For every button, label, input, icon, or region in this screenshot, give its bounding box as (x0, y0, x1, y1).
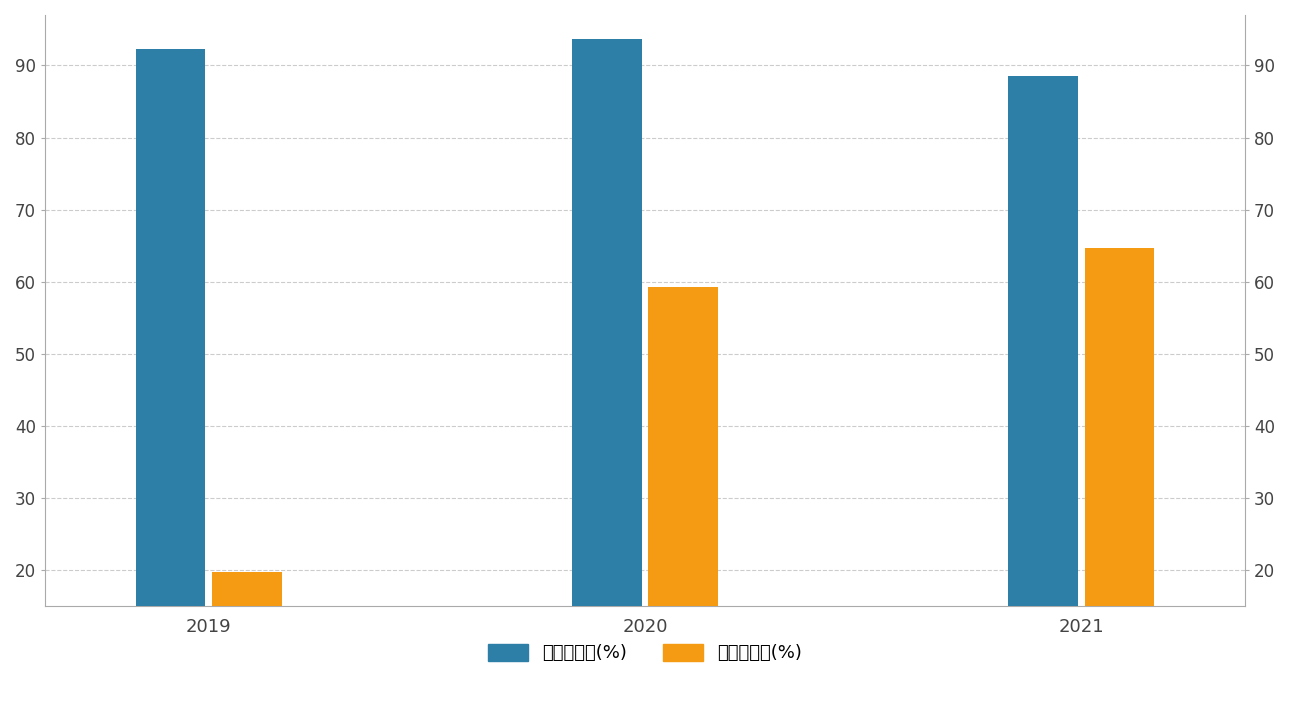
Bar (135, 49, 205, 715)
Bar (1085, 248, 1155, 715)
Bar (571, 39, 641, 715)
Bar (212, 572, 281, 715)
Bar (649, 287, 719, 715)
Legend: 销售毛利率(%), 销售净利率(%): 销售毛利率(%), 销售净利率(%) (488, 644, 802, 662)
Bar (1009, 76, 1078, 715)
